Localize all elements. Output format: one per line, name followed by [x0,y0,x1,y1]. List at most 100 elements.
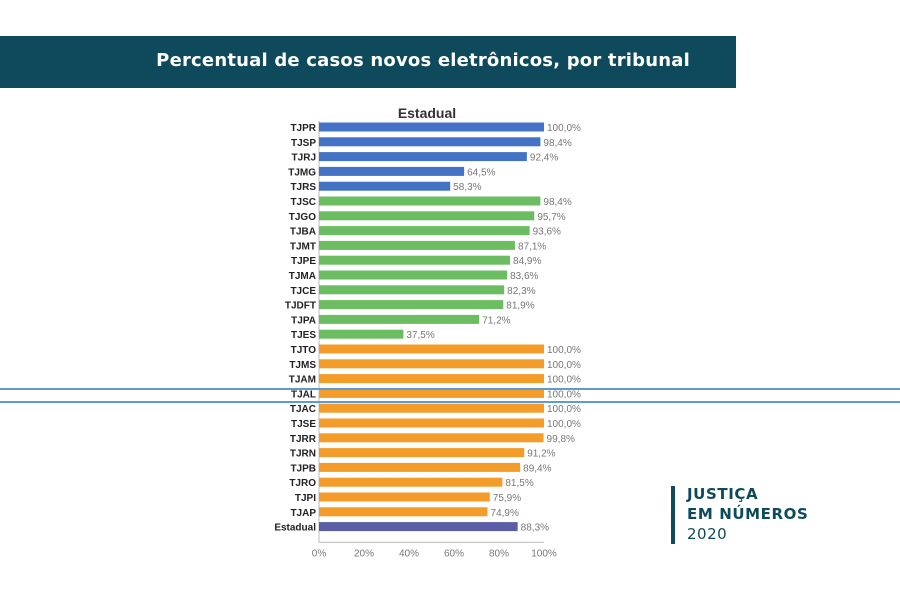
category-label: TJPB [290,463,316,474]
bar-tjpr [319,122,544,132]
bar-tjam [319,374,544,384]
bar-tjse [319,418,544,428]
x-tick-label: 60% [444,548,464,559]
data-label: 98,4% [543,138,571,149]
category-label: TJSE [291,419,316,430]
x-tick-label: 80% [489,548,509,559]
category-label: TJRR [290,434,317,445]
data-label: 82,3% [507,286,535,297]
bar-tjpi [319,492,490,502]
data-label: 81,9% [506,301,534,312]
category-label: TJRO [289,478,316,489]
category-label: TJAP [290,508,316,519]
data-label: 75,9% [493,493,521,504]
category-label: TJRS [290,182,316,193]
chart-title: Estadual [398,105,456,121]
data-label: 99,8% [547,434,575,445]
data-label: 100,0% [547,123,581,134]
bar-tjba [319,226,530,236]
category-label: TJBA [290,227,316,238]
bar-tjrr [319,433,544,443]
data-label: 71,2% [482,315,510,326]
bar-tjma [319,270,508,280]
category-label: TJPA [291,315,316,326]
bar-tjpe [319,255,511,265]
bar-tjal [319,388,544,398]
logo-bar [671,486,675,544]
category-label: TJMG [288,167,316,178]
category-label: TJAC [290,404,316,415]
highlight-line-bottom [0,401,900,403]
bar-tjmt [319,240,515,250]
bar-tjrj [319,152,527,162]
logo-line-1: JUSTIÇA [687,485,759,503]
data-label: 37,5% [406,330,434,341]
bar-tjdft [319,300,504,310]
bar-tjro [319,477,503,487]
category-label: Estadual [274,523,316,534]
category-label: TJSC [290,197,316,208]
category-label: TJAL [291,389,316,400]
bar-tjpb [319,462,521,472]
category-label: TJRJ [292,153,316,164]
bar-tjap [319,507,488,517]
logo-line-2: EM NÚMEROS [687,505,809,523]
data-label: 89,4% [523,463,551,474]
x-tick-label: 20% [354,548,374,559]
header-banner: Percentual de casos novos eletrônicos, p… [0,36,736,88]
data-label: 64,5% [467,167,495,178]
category-label: TJCE [290,286,316,297]
data-label: 93,6% [533,227,561,238]
data-label: 74,9% [491,508,519,519]
data-label: 88,3% [521,523,549,534]
category-label: TJGO [289,212,316,223]
bar-tjrn [319,448,525,458]
bar-tjsp [319,137,541,147]
data-label: 100,0% [547,419,581,430]
data-label: 100,0% [547,375,581,386]
data-label: 87,1% [518,241,546,252]
category-label: TJPE [291,256,316,267]
bar-tjce [319,285,505,295]
category-label: TJDFT [285,301,316,312]
bar-tjms [319,359,544,369]
category-label: TJMS [289,360,316,371]
page-title: Percentual de casos novos eletrônicos, p… [156,50,690,71]
category-label: TJMT [290,241,316,252]
bar-tjto [319,344,544,354]
logo-year: 2020 [687,525,728,543]
bar-tjpa [319,314,480,324]
highlight-line-top [0,388,900,390]
category-label: TJTO [291,345,317,356]
category-label: TJAM [289,375,316,386]
bar-tjrs [319,181,451,191]
bar-tjsc [319,196,541,206]
category-label: TJSP [291,138,316,149]
data-label: 81,5% [505,478,533,489]
data-label: 84,9% [513,256,541,267]
bar-tjmg [319,166,465,176]
category-label: TJPR [290,123,316,134]
bar-tjgo [319,211,535,221]
data-label: 100,0% [547,345,581,356]
category-label: TJRN [290,449,316,460]
data-label: 98,4% [543,197,571,208]
data-label: 91,2% [527,449,555,460]
x-tick-label: 0% [312,548,327,559]
bar-tjac [319,403,544,413]
data-label: 95,7% [537,212,565,223]
x-tick-label: 100% [531,548,557,559]
data-label: 100,0% [547,404,581,415]
data-label: 100,0% [547,360,581,371]
bar-estadual [319,522,518,532]
category-label: TJPI [295,493,316,504]
x-tick-label: 40% [399,548,419,559]
bar-tjes [319,329,404,339]
data-label: 83,6% [510,271,538,282]
data-label: 100,0% [547,389,581,400]
category-label: TJES [291,330,316,341]
category-label: TJMA [289,271,316,282]
data-label: 58,3% [453,182,481,193]
data-label: 92,4% [530,153,558,164]
